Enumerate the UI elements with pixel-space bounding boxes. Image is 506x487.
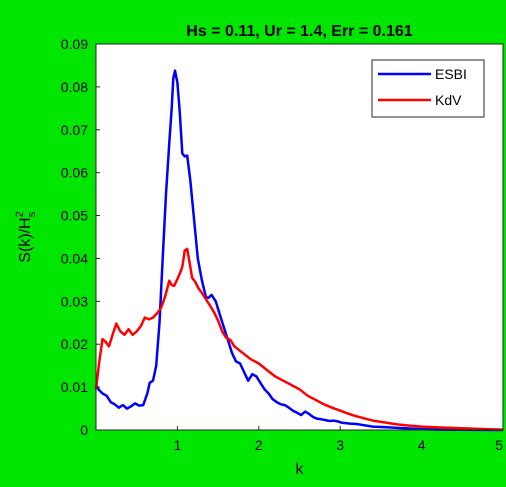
y-tick-label: 0 [80,422,88,438]
axes-frame [95,43,504,431]
legend-label-kdv: KdV [435,92,462,108]
y-ticks: 0 0.01 0.02 0.03 0.04 0.05 0.06 0.07 0.08 0.09 [61,36,100,438]
series-line-esbi [94,69,504,432]
legend-label-esbi: ESBI [435,66,467,82]
y-tick-label: 0.04 [61,250,88,266]
y-axis-label-superscript: 2 [14,211,26,217]
y-axis-label-subscript: s [26,211,38,217]
y-axis-label-main: S(k)/H [17,217,34,262]
y-tick-label: 0.02 [61,336,88,352]
series-line-kdv [94,247,504,431]
x-tick-label: 3 [336,437,344,453]
x-axis-label: k [296,461,305,478]
x-tick-label: 5 [495,437,503,453]
y-axis-label: S(k)/H2s [14,211,38,262]
y-tick-label: 0.03 [61,293,88,309]
x-tick-label: 2 [255,437,263,453]
y-tick-label: 0.05 [61,208,88,224]
x-tick-label: 1 [174,437,182,453]
chart-title: Hs = 0.11, Ur = 1.4, Err = 0.161 [186,23,412,40]
y-tick-label: 0.06 [61,165,88,181]
series-lines [94,69,504,432]
legend: ESBI KdV [371,59,485,118]
y-tick-label: 0.01 [61,379,88,395]
y-tick-label: 0.09 [61,36,88,52]
y-tick-label: 0.08 [61,79,88,95]
x-tick-label: 4 [418,437,426,453]
legend-box [371,59,485,118]
y-tick-label: 0.07 [61,122,88,138]
